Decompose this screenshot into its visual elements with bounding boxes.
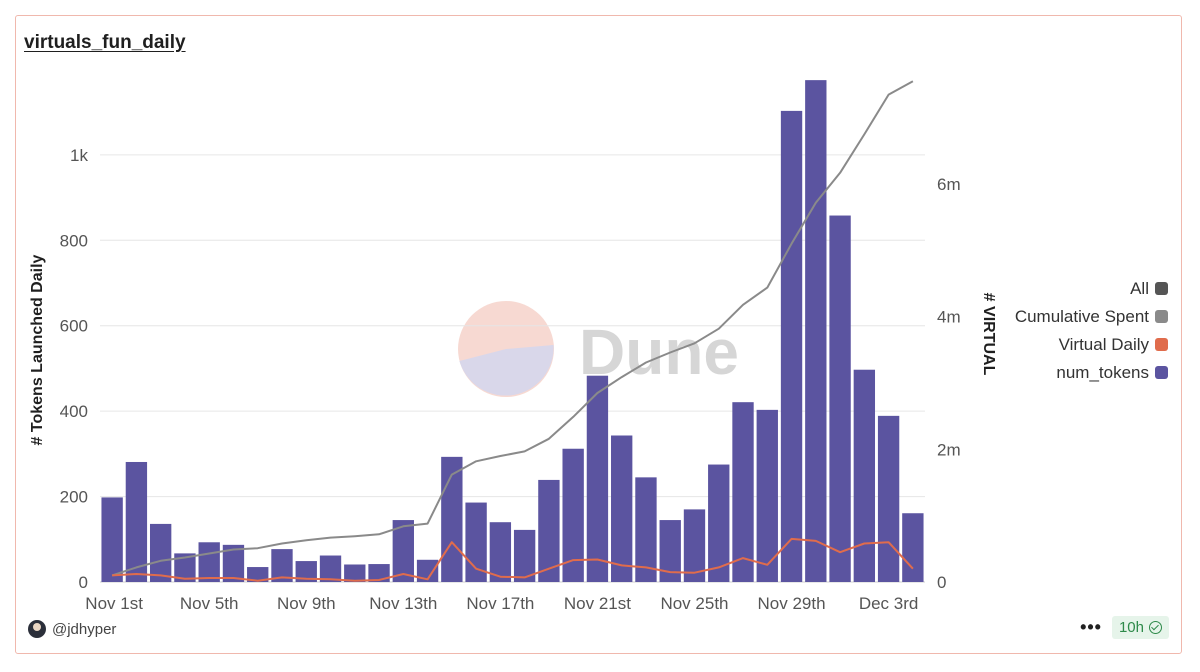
bar-num-tokens — [902, 513, 924, 582]
check-circle-icon — [1149, 621, 1162, 634]
bar-num-tokens — [611, 435, 633, 582]
more-options-button[interactable]: ••• — [1080, 617, 1102, 637]
y-tick-label-left: 1k — [70, 146, 88, 165]
x-axis: Nov 1st Nov 5th Nov 9th Nov 13th Nov 17th Nov… — [85, 594, 918, 613]
bar-num-tokens — [513, 529, 536, 582]
y-tick-label-right: 4m — [937, 308, 961, 327]
bar-num-tokens — [271, 549, 293, 582]
bar-num-tokens — [732, 402, 754, 582]
bar-num-tokens — [780, 110, 803, 583]
bar-num-tokens — [174, 553, 196, 582]
bar-num-tokens — [586, 375, 609, 582]
bar-num-tokens — [659, 520, 681, 582]
bar-num-tokens — [635, 477, 657, 582]
footer-actions: ••• 10h — [1080, 616, 1169, 639]
bar-num-tokens — [125, 461, 148, 582]
legend-label[interactable]: Virtual Daily — [1059, 335, 1150, 354]
legend-swatch — [1155, 282, 1168, 295]
bar-num-tokens — [465, 502, 487, 582]
bar-num-tokens — [247, 567, 269, 582]
bar-num-tokens — [829, 215, 851, 582]
x-tick-label: Nov 9th — [277, 594, 336, 613]
bar-num-tokens — [295, 561, 317, 582]
y-axis-right: 0 2m 4m 6m # VIRTUAL — [937, 175, 997, 592]
y-tick-label-right: 6m — [937, 175, 961, 194]
legend-swatch — [1155, 338, 1168, 351]
y-tick-label-left: 0 — [79, 573, 88, 592]
chart-title[interactable]: virtuals_fun_daily — [24, 32, 186, 53]
refresh-age: 10h — [1118, 619, 1144, 636]
chart-card: virtuals_fun_daily Dune 0 200 400 600 800 1k #… — [15, 15, 1182, 654]
bar-num-tokens — [198, 542, 220, 582]
bar-num-tokens — [708, 464, 730, 582]
bar-num-tokens — [805, 80, 827, 582]
refresh-badge[interactable]: 10h — [1111, 616, 1169, 639]
y-axis-title-left: # Tokens Launched Daily — [29, 254, 46, 445]
y-tick-label-left: 800 — [60, 231, 88, 250]
x-tick-label: Nov 17th — [466, 594, 534, 613]
x-tick-label: Dec 3rd — [859, 594, 919, 613]
bar-num-tokens — [683, 509, 706, 582]
bars-num-tokens — [101, 80, 924, 583]
bar-num-tokens — [344, 564, 366, 582]
legend-swatch — [1155, 310, 1168, 323]
x-tick-label: Nov 5th — [180, 594, 239, 613]
x-tick-label: Nov 25th — [660, 594, 728, 613]
x-tick-label: Nov 13th — [369, 594, 437, 613]
y-tick-label-right: 2m — [937, 440, 961, 459]
bar-num-tokens — [101, 497, 123, 582]
bar-num-tokens — [562, 448, 584, 582]
avatar — [28, 620, 46, 638]
bar-num-tokens — [222, 544, 245, 582]
legend-label[interactable]: Cumulative Spent — [1015, 307, 1149, 326]
chart-svg: Dune 0 200 400 600 800 1k # Tokens Launched Da… — [29, 80, 1168, 613]
y-axis-left: 0 200 400 600 800 1k # Tokens Launched Daily — [29, 146, 88, 592]
line-cumulative-spent — [111, 80, 914, 577]
bar-num-tokens — [877, 415, 900, 582]
bar-num-tokens — [149, 523, 172, 582]
y-tick-label-left: 600 — [60, 317, 88, 336]
x-tick-label: Nov 29th — [758, 594, 826, 613]
bar-num-tokens — [319, 555, 342, 582]
bar-num-tokens — [756, 409, 778, 582]
line-series — [111, 80, 914, 582]
y-tick-label-right: 0 — [937, 573, 946, 592]
dune-watermark: Dune — [458, 301, 739, 397]
bar-num-tokens — [853, 369, 876, 582]
x-tick-label: Nov 1st — [85, 594, 143, 613]
legend-label[interactable]: num_tokens — [1056, 363, 1149, 382]
bar-num-tokens — [416, 559, 439, 582]
legend-swatch — [1155, 366, 1168, 379]
y-tick-label-left: 200 — [60, 488, 88, 507]
author[interactable]: @jdhyper — [28, 620, 116, 638]
x-tick-label: Nov 21st — [564, 594, 631, 613]
legend-label[interactable]: All — [1130, 279, 1149, 298]
bar-num-tokens — [392, 520, 414, 582]
y-axis-title-right: # VIRTUAL — [980, 293, 997, 376]
bar-num-tokens — [489, 522, 512, 582]
bar-num-tokens — [368, 564, 390, 582]
line-virtual-daily — [112, 537, 914, 582]
bar-num-tokens — [538, 479, 560, 582]
legend[interactable]: All Cumulative Spent Virtual Daily num_toke… — [1015, 279, 1168, 382]
author-username: @jdhyper — [52, 620, 117, 638]
watermark-circle-fill — [459, 345, 554, 396]
y-tick-label-left: 400 — [60, 402, 88, 421]
